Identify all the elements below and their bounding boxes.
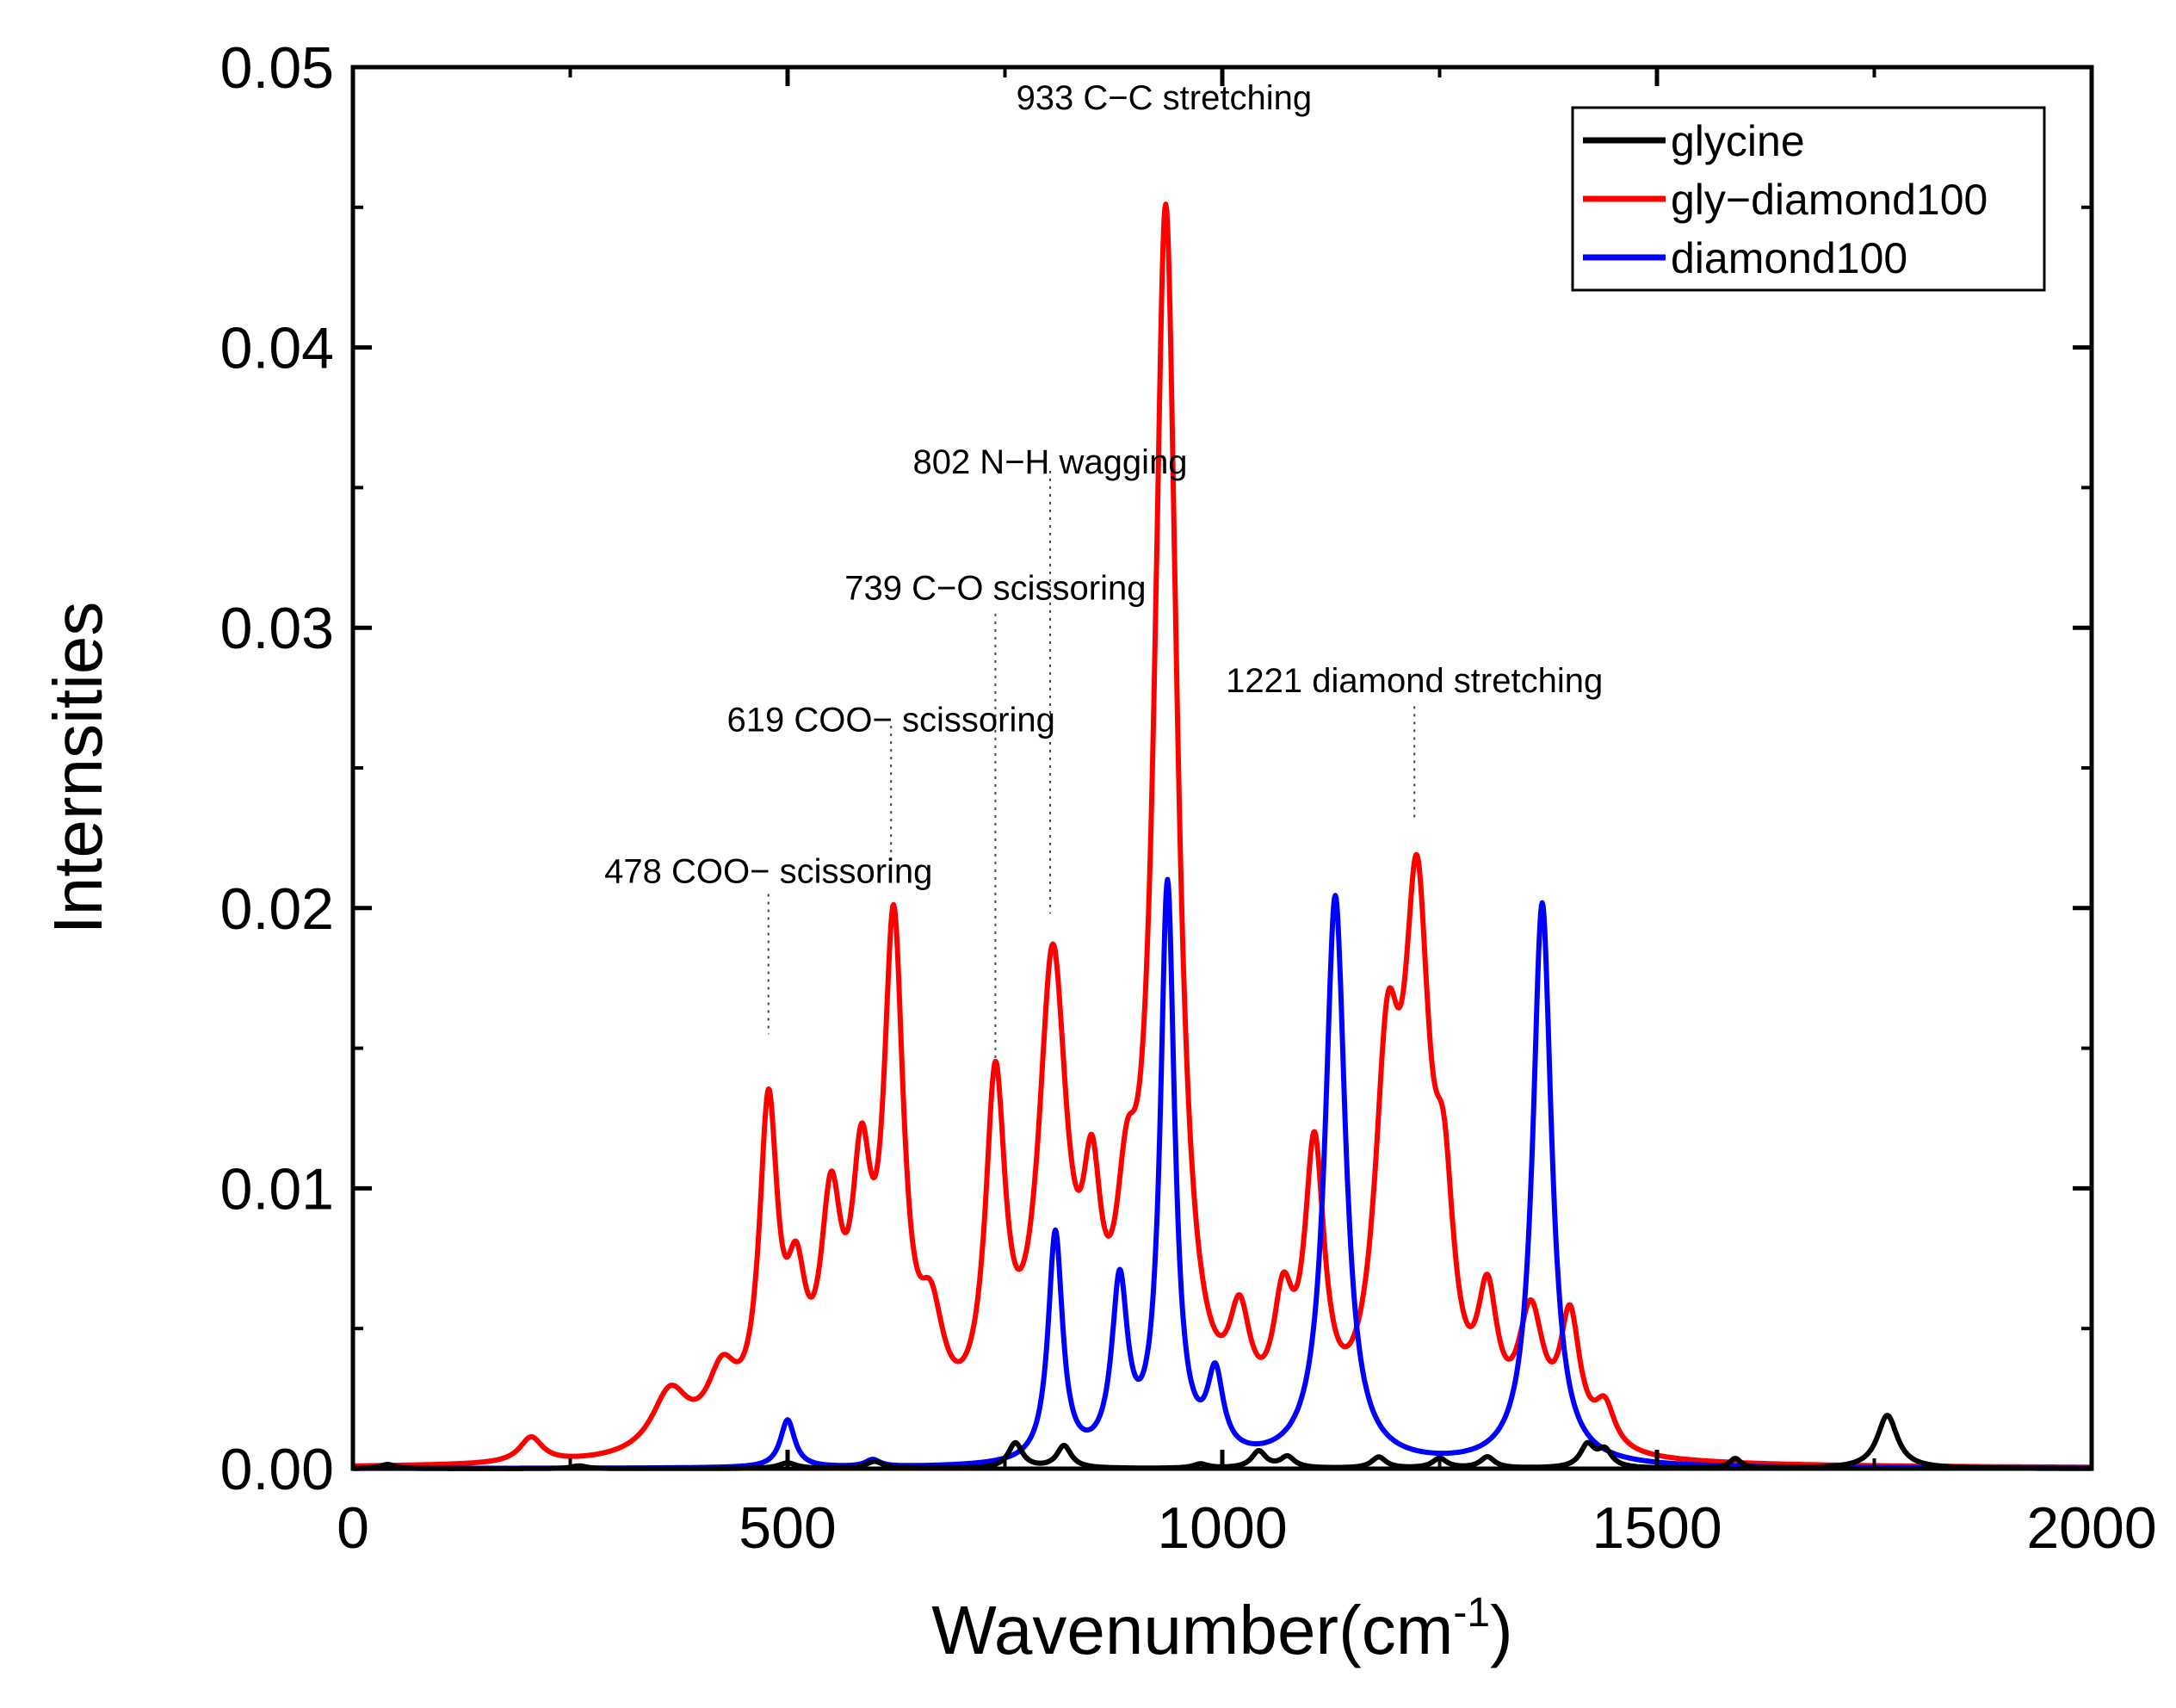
annotation-label: 802 N−H wagging — [912, 443, 1187, 481]
y-tick-label: 0.00 — [220, 1437, 334, 1502]
series-line-gly-diamond100 — [351, 201, 2093, 1470]
y-tick-label: 0.01 — [220, 1156, 334, 1222]
x-tick-label: 500 — [739, 1495, 836, 1561]
legend-label: glycine — [1671, 117, 1805, 165]
annotation-label: 1221 diamond stretching — [1226, 662, 1603, 700]
legend-label: gly−diamond100 — [1671, 176, 1987, 224]
series-line-diamond100 — [351, 876, 2093, 1471]
x-tick-label: 0 — [337, 1495, 369, 1561]
annotation-label: 619 COO− scissoring — [727, 702, 1055, 740]
y-tick-label: 0.04 — [220, 316, 334, 381]
x-tick-label: 1500 — [1592, 1495, 1722, 1561]
annotation-label: 739 C−O scissoring — [844, 570, 1146, 608]
annotation-label: 478 COO− scissoring — [604, 852, 932, 890]
y-tick-label: 0.05 — [220, 35, 334, 101]
legend-label: diamond100 — [1671, 234, 1907, 282]
annotation-label: 933 C−C stretching — [1017, 79, 1313, 117]
y-tick-label: 0.02 — [220, 876, 334, 942]
x-tick-label: 1000 — [1157, 1495, 1287, 1561]
y-axis-title: Internsities — [40, 602, 116, 935]
x-axis-title: Wavenumber(cm-1) — [931, 1590, 1512, 1668]
x-tick-label: 2000 — [2026, 1495, 2156, 1561]
y-tick-label: 0.03 — [220, 596, 334, 661]
